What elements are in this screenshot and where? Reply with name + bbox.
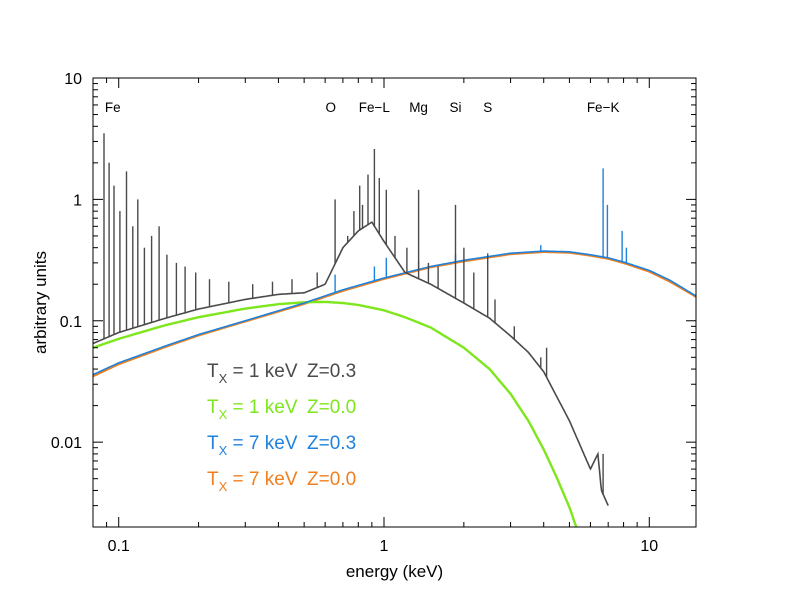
element-annotations: Fe O Fe−L Mg Si S Fe−K — [105, 100, 620, 115]
axes: 0.1 1 10 0.01 0.1 1 10 energy (keV) arbitrary un… — [31, 71, 697, 581]
y-tick-label: 10 — [64, 71, 82, 88]
y-tick-label: 1 — [73, 192, 82, 209]
element-label: S — [483, 100, 492, 115]
element-label: Mg — [409, 100, 428, 115]
series-line-2 — [93, 250, 696, 376]
legend-entry: TX = 1 keV Z=0.3 — [207, 361, 356, 386]
plot-frame — [92, 77, 697, 528]
plot-marks — [93, 133, 696, 527]
element-label: Fe — [105, 100, 121, 115]
x-axis-title: energy (keV) — [346, 562, 443, 581]
x-tick-label: 0.1 — [108, 538, 130, 555]
x-tick-label: 1 — [380, 538, 389, 555]
element-label: O — [326, 100, 337, 115]
series-2 — [93, 168, 696, 376]
series-line-0 — [93, 221, 609, 506]
y-tick-label: 0.01 — [51, 435, 82, 452]
series-line-1 — [93, 300, 578, 527]
series-1 — [93, 300, 578, 527]
element-label: Fe−K — [587, 100, 620, 115]
y-tick-label: 0.1 — [60, 314, 82, 331]
series-0 — [93, 133, 609, 506]
legend: TX = 1 keV Z=0.3 TX = 1 keV Z=0.0 TX = 7 k… — [207, 361, 356, 494]
legend-entry: TX = 7 keV Z=0.0 — [207, 469, 356, 494]
legend-entry: TX = 7 keV Z=0.3 — [207, 433, 356, 458]
element-label: Fe−L — [359, 100, 391, 115]
legend-entry: TX = 1 keV Z=0.0 — [207, 397, 356, 422]
x-tick-label: 10 — [640, 538, 658, 555]
element-label: Si — [449, 100, 461, 115]
y-axis-title: arbitrary units — [31, 251, 50, 354]
